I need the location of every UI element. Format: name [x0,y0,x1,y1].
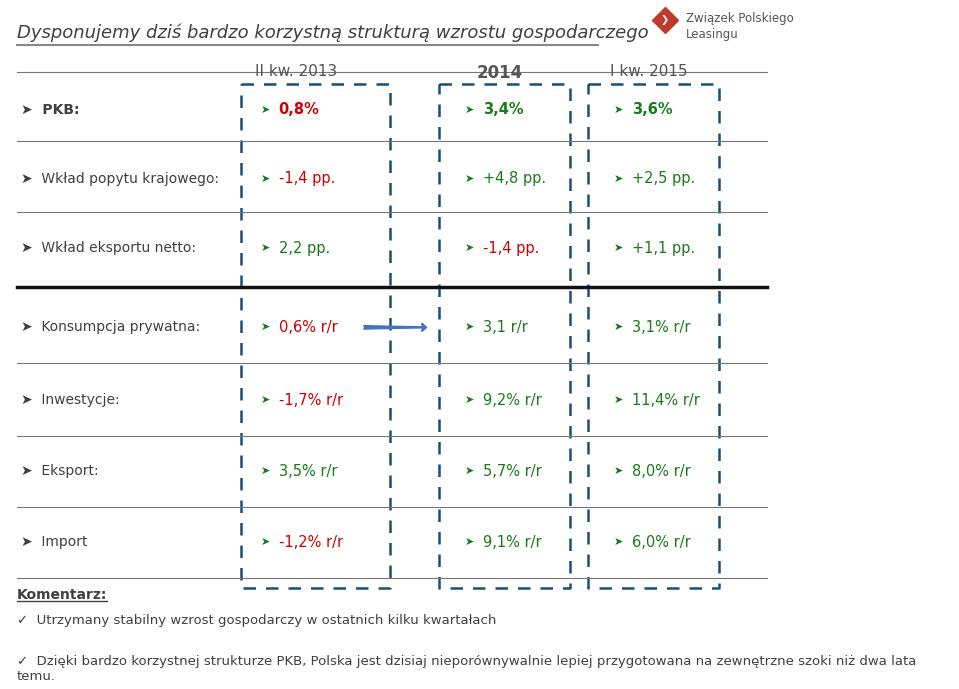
Text: +1,1 pp.: +1,1 pp. [632,240,695,256]
Text: 2,2 pp.: 2,2 pp. [278,240,330,256]
Text: 5,7% r/r: 5,7% r/r [482,464,542,479]
Text: II kw. 2013: II kw. 2013 [255,63,337,79]
Text: 3,6%: 3,6% [632,102,672,117]
Text: ✓  Dzięki bardzo korzystnej strukturze PKB, Polska jest dzisiaj nieporównywalnie: ✓ Dzięki bardzo korzystnej strukturze PK… [17,655,917,683]
Text: +2,5 pp.: +2,5 pp. [632,171,695,186]
Text: -1,2% r/r: -1,2% r/r [278,535,342,550]
Text: ➤: ➤ [614,243,623,254]
Text: ➤  Import: ➤ Import [21,535,87,549]
Text: 11,4% r/r: 11,4% r/r [632,393,700,408]
Text: I kw. 2015: I kw. 2015 [610,63,688,79]
Text: +4,8 pp.: +4,8 pp. [482,171,546,186]
Text: ➤  Wkład popytu krajowego:: ➤ Wkład popytu krajowego: [21,172,220,185]
Text: 9,1% r/r: 9,1% r/r [482,535,541,550]
Text: ➤: ➤ [261,322,269,332]
Text: 3,5% r/r: 3,5% r/r [278,464,337,479]
Text: ✓  Utrzymany stabilny wzrost gospodarczy w ostatnich kilku kwartałach: ✓ Utrzymany stabilny wzrost gospodarczy … [17,614,497,627]
Text: 9,2% r/r: 9,2% r/r [482,393,542,408]
Text: ➤: ➤ [261,466,269,476]
Text: ➤  Konsumpcja prywatna:: ➤ Konsumpcja prywatna: [21,320,200,334]
Text: ➤: ➤ [465,105,474,114]
Text: ➤: ➤ [614,322,623,332]
Text: -1,4 pp.: -1,4 pp. [278,171,335,186]
Text: ➤: ➤ [614,174,623,183]
Text: 0,8%: 0,8% [278,102,319,117]
Text: ➤: ➤ [465,243,474,254]
Text: ➤: ➤ [261,105,269,114]
Text: 3,1 r/r: 3,1 r/r [482,320,527,335]
Text: ❯: ❯ [661,15,669,25]
Text: ➤  Wkład eksportu netto:: ➤ Wkład eksportu netto: [21,241,196,255]
Text: 3,1% r/r: 3,1% r/r [632,320,690,335]
Text: Związek Polskiego: Związek Polskiego [686,12,794,25]
Text: 8,0% r/r: 8,0% r/r [632,464,690,479]
Text: ➤: ➤ [261,537,269,547]
Text: 6,0% r/r: 6,0% r/r [632,535,690,550]
Text: ➤: ➤ [261,395,269,405]
Text: ➤: ➤ [465,537,474,547]
Text: ➤: ➤ [465,322,474,332]
Text: 2014: 2014 [477,63,523,81]
Text: ➤: ➤ [614,105,623,114]
Text: ➤: ➤ [614,537,623,547]
Text: ➤  Inwestycje:: ➤ Inwestycje: [21,393,120,407]
Text: -1,7% r/r: -1,7% r/r [278,393,342,408]
Text: ➤  PKB:: ➤ PKB: [21,103,80,116]
Text: 3,4%: 3,4% [482,102,524,117]
Text: ➤: ➤ [614,466,623,476]
Text: ➤: ➤ [614,395,623,405]
Text: Dysponujemy dziś bardzo korzystną strukturą wzrostu gospodarczego: Dysponujemy dziś bardzo korzystną strukt… [17,23,648,41]
Text: 0,6% r/r: 0,6% r/r [278,320,338,335]
Text: Leasingu: Leasingu [686,28,738,41]
Text: ➤  Eksport:: ➤ Eksport: [21,464,99,478]
Text: ➤: ➤ [465,174,474,183]
Text: ➤: ➤ [465,466,474,476]
Text: -1,4 pp.: -1,4 pp. [482,240,539,256]
Text: ➤: ➤ [261,174,269,183]
Text: Komentarz:: Komentarz: [17,588,107,602]
Text: ➤: ➤ [261,243,269,254]
Text: ➤: ➤ [465,395,474,405]
